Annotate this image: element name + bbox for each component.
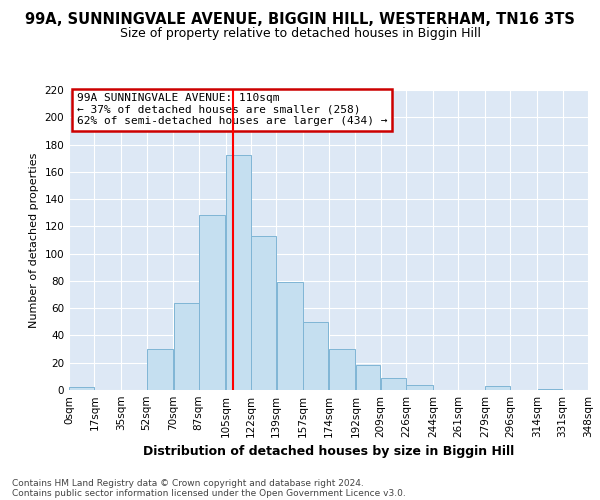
Bar xyxy=(304,322,328,390)
Bar xyxy=(173,302,199,390)
Bar xyxy=(147,349,173,390)
Text: Contains HM Land Registry data © Crown copyright and database right 2024.: Contains HM Land Registry data © Crown c… xyxy=(12,478,364,488)
Y-axis label: Number of detached properties: Number of detached properties xyxy=(29,152,39,328)
Bar xyxy=(356,366,380,390)
Bar xyxy=(277,282,303,390)
Text: 99A, SUNNINGVALE AVENUE, BIGGIN HILL, WESTERHAM, TN16 3TS: 99A, SUNNINGVALE AVENUE, BIGGIN HILL, WE… xyxy=(25,12,575,28)
Bar xyxy=(251,236,276,390)
Text: 99A SUNNINGVALE AVENUE: 110sqm
← 37% of detached houses are smaller (258)
62% of: 99A SUNNINGVALE AVENUE: 110sqm ← 37% of … xyxy=(77,93,387,126)
Bar xyxy=(69,388,94,390)
Bar xyxy=(485,386,510,390)
Bar xyxy=(226,156,251,390)
Bar xyxy=(199,216,226,390)
X-axis label: Distribution of detached houses by size in Biggin Hill: Distribution of detached houses by size … xyxy=(143,446,514,458)
Text: Size of property relative to detached houses in Biggin Hill: Size of property relative to detached ho… xyxy=(119,28,481,40)
Text: Contains public sector information licensed under the Open Government Licence v3: Contains public sector information licen… xyxy=(12,488,406,498)
Bar xyxy=(406,384,433,390)
Bar xyxy=(381,378,406,390)
Bar xyxy=(538,388,562,390)
Bar xyxy=(329,349,355,390)
